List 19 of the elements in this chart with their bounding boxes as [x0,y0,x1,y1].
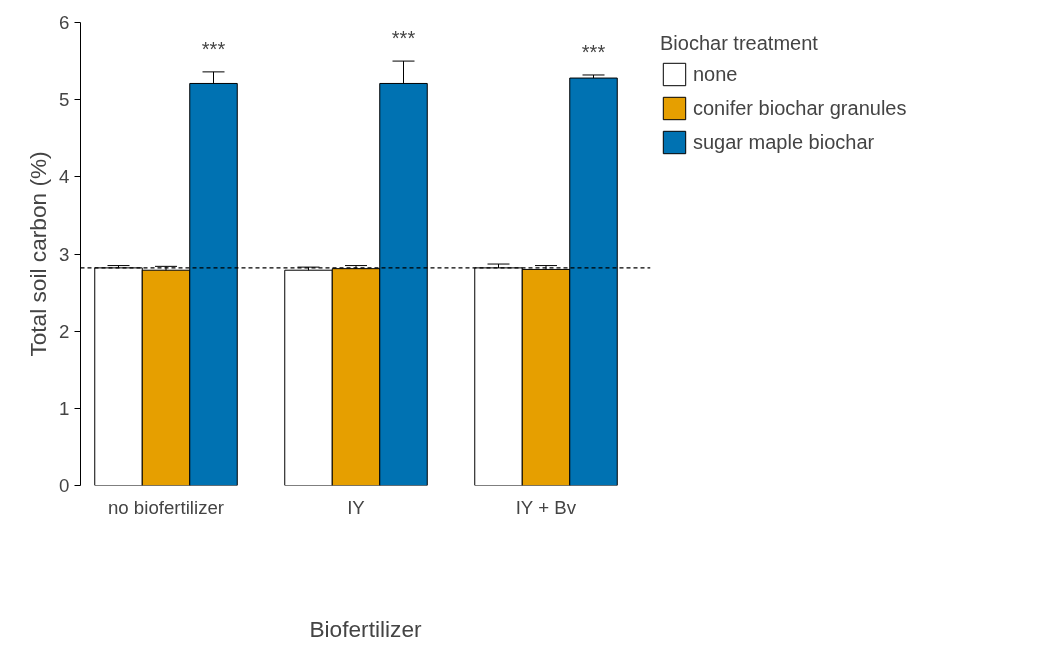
legend-title: Biochar treatment [660,32,819,55]
y-tick-label: 3 [59,243,70,265]
annotation: *** [201,37,226,60]
y-tick-label: 6 [59,12,70,33]
annotation: *** [391,27,416,50]
x-axis-title: Biofertilizer [309,615,422,642]
legend-label: none [693,62,738,86]
y-tick-label: 1 [59,397,70,419]
y-axis-title: Total soil carbon (%) [25,151,52,357]
legend-label: sugar maple biochar [693,130,875,154]
y-tick-label: 5 [59,89,70,111]
legend-label: conifer biochar granules [693,96,907,120]
y-tick-label: 0 [59,475,70,496]
x-tick-label: no biofertilizer [107,496,225,518]
x-tick-label: IY [347,496,366,518]
y-tick-label: 2 [59,320,70,342]
annotation: *** [581,40,606,63]
y-tick-label: 4 [59,166,70,188]
x-tick-label: IY + Bv [515,496,577,518]
